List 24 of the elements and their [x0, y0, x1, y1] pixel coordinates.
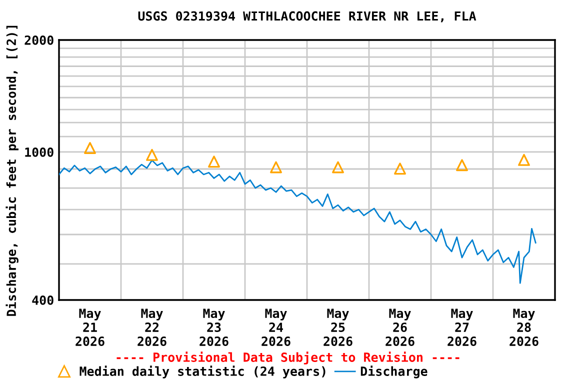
x-tick-label: May 24 2026 — [262, 308, 290, 346]
legend-label: Discharge — [360, 366, 428, 378]
y-tick-label: 1000 — [25, 147, 54, 157]
point — [394, 162, 406, 175]
point — [332, 161, 344, 174]
point — [456, 159, 468, 172]
chart-title: USGS 02319394 WITHLACOOCHEE RIVER NR LEE, FLA — [138, 11, 476, 22]
point — [146, 148, 158, 161]
point — [84, 142, 96, 154]
y-axis-title: Discharge, cubic feet per second, [(2)] — [6, 26, 18, 316]
y-tick-label: 2000 — [24, 35, 54, 45]
x-tick-label: May 23 2026 — [200, 308, 228, 346]
point — [270, 161, 282, 174]
x-tick-label: May 25 2026 — [324, 308, 352, 346]
x-tick-label: May 26 2026 — [386, 308, 414, 346]
x-tick-label: May 22 2026 — [138, 308, 166, 346]
x-tick-label: May 21 2026 — [76, 308, 104, 346]
x-tick-label: May 28 2026 — [510, 308, 538, 346]
legend-label: Median daily statistic (24 years) — [80, 366, 326, 378]
point — [208, 156, 220, 168]
point — [518, 154, 530, 166]
x-tick-label: May 27 2026 — [448, 308, 476, 346]
text: ---- Provisional Data Subject to Revision ---- — [116, 352, 460, 364]
y-tick-label: 400 — [32, 295, 54, 305]
